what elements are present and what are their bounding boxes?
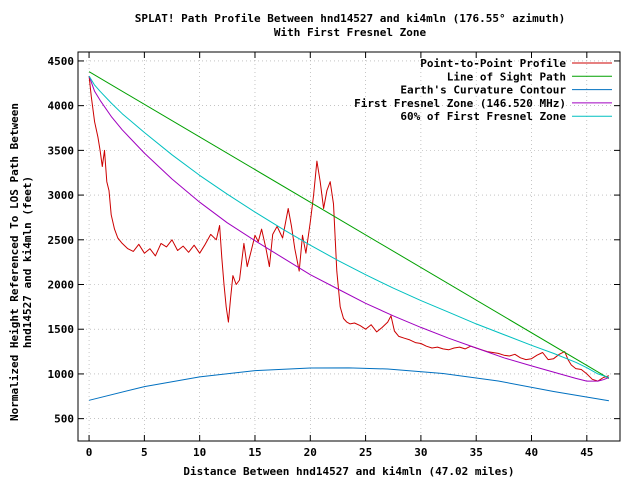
x-tick-label: 35 (470, 446, 483, 459)
y-tick-label: 2000 (48, 279, 75, 292)
x-axis-label: Distance Between hnd14527 and ki4mln (47… (183, 465, 514, 478)
legend-label: First Fresnel Zone (146.520 MHz) (354, 97, 566, 110)
y-tick-label: 1000 (48, 368, 75, 381)
chart-subtitle: With First Fresnel Zone (274, 26, 427, 39)
legend-label: Point-to-Point Profile (420, 57, 566, 70)
y-axis-label-line2: hnd14527 and ki4mln (feet) (21, 176, 34, 348)
x-tick-label: 20 (304, 446, 317, 459)
legend-label: 60% of First Fresnel Zone (400, 110, 566, 123)
x-tick-label: 0 (86, 446, 93, 459)
legend-label: Line of Sight Path (447, 70, 566, 83)
y-tick-label: 3000 (48, 189, 75, 202)
x-tick-label: 30 (414, 446, 427, 459)
x-tick-label: 5 (141, 446, 148, 459)
plot-frame (77, 51, 621, 442)
chart-title: SPLAT! Path Profile Between hnd14527 and… (135, 12, 565, 25)
y-tick-label: 4500 (48, 55, 75, 68)
x-tick-label: 10 (193, 446, 206, 459)
series-line (88, 71, 610, 379)
series-line (88, 367, 609, 402)
y-tick-label: 500 (54, 413, 74, 426)
y-tick-label: 2500 (48, 234, 75, 247)
series-line (88, 76, 610, 382)
x-tick-label: 15 (248, 446, 261, 459)
series-line (88, 75, 610, 378)
y-tick-label: 4000 (48, 100, 75, 113)
grid (78, 52, 620, 441)
y-axis-label-line1: Normalized Height Referenced To LOS Path… (8, 103, 21, 421)
axis-ticks: 500 1000 1500 2000 2500 3000 3500 4000 4500 0 5 10 1… (48, 52, 620, 459)
series-line (88, 75, 610, 382)
y-tick-label: 1500 (48, 323, 75, 336)
series-lines (88, 71, 610, 402)
y-tick-label: 3500 (48, 144, 75, 157)
x-tick-label: 40 (525, 446, 538, 459)
x-tick-label: 25 (359, 446, 372, 459)
x-tick-label: 45 (580, 446, 593, 459)
legend-label: Earth's Curvature Contour (400, 84, 566, 97)
